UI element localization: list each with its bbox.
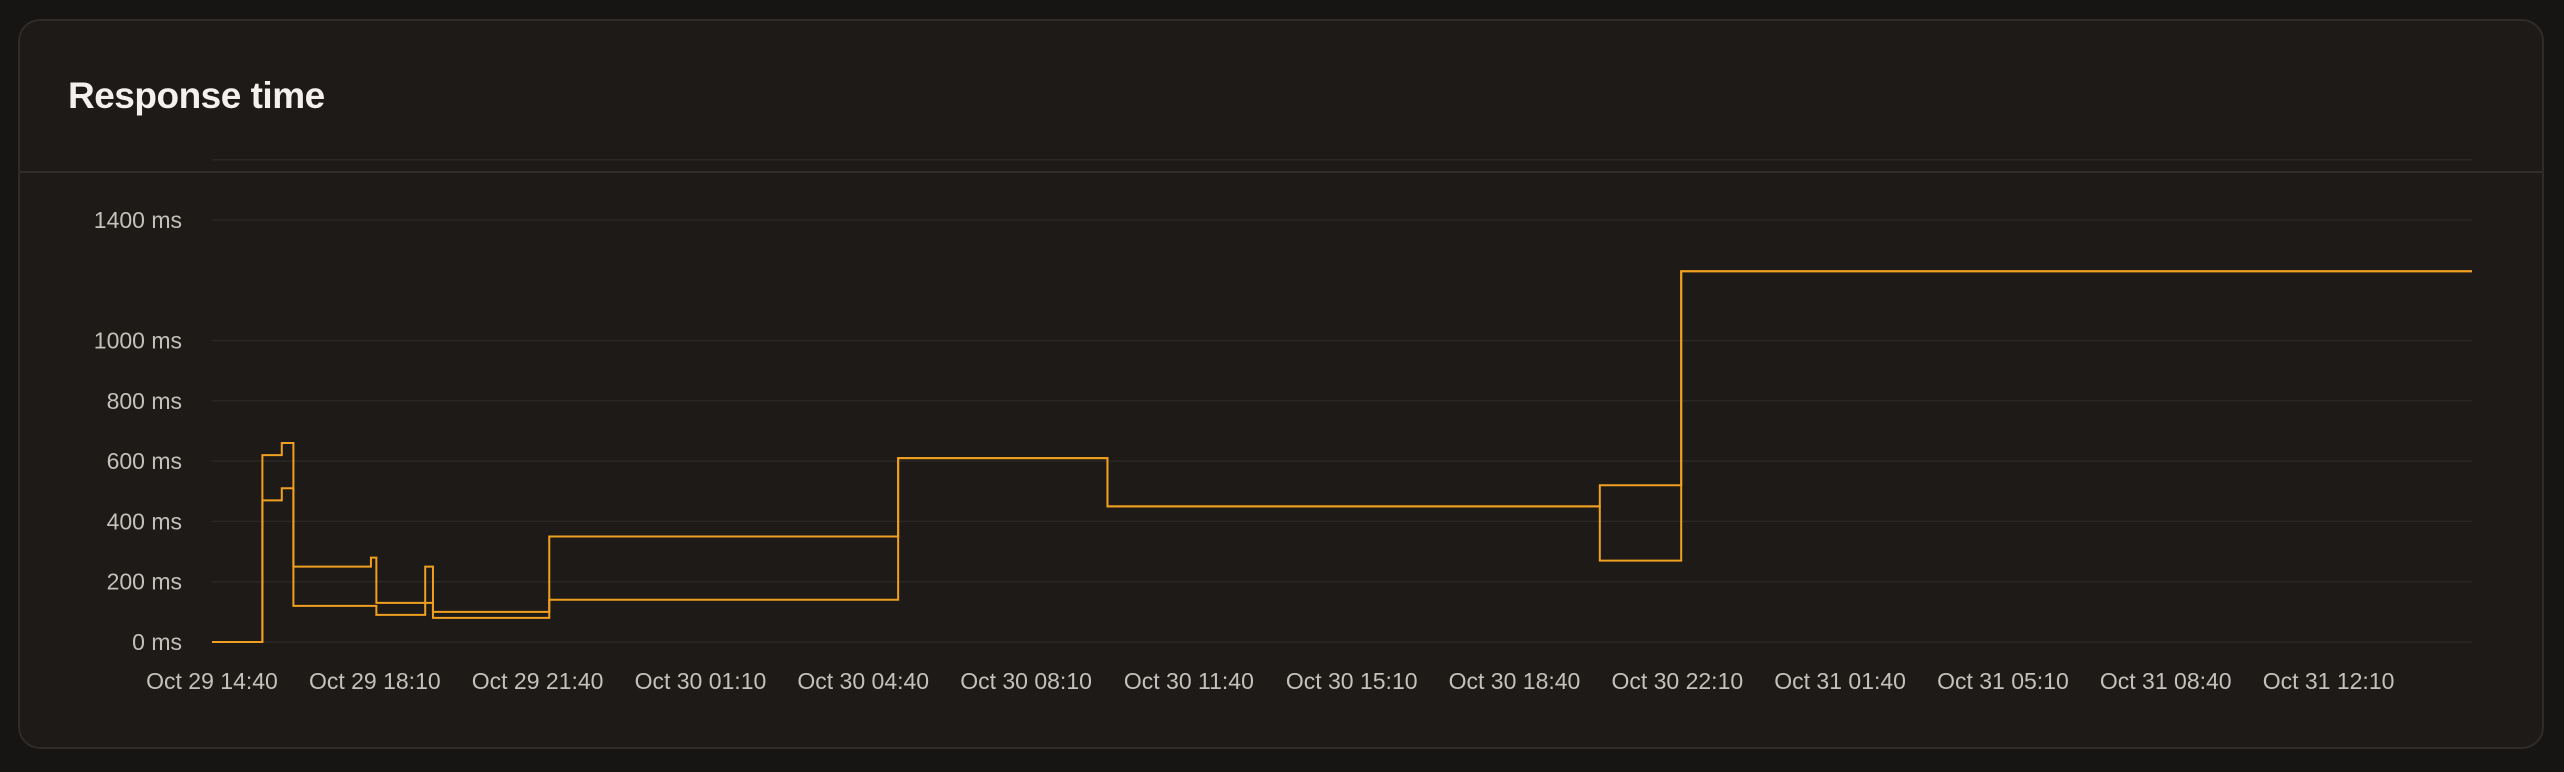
y-tick-label: 1000 ms xyxy=(94,328,182,354)
x-tick-label: Oct 31 01:40 xyxy=(1774,668,1906,694)
x-tick-label: Oct 30 18:40 xyxy=(1449,668,1581,694)
x-tick-label: Oct 31 12:10 xyxy=(2263,668,2395,694)
x-tick-label: Oct 30 22:10 xyxy=(1611,668,1743,694)
panel-header: Response time xyxy=(20,21,2542,173)
response-time-panel: Response time 0 ms 200 ms 400 ms 600 ms 800 … xyxy=(18,19,2544,749)
x-tick-label: Oct 31 08:40 xyxy=(2100,668,2232,694)
y-tick-label: 400 ms xyxy=(107,508,182,534)
x-tick-label: Oct 30 08:10 xyxy=(960,668,1092,694)
x-tick-label: Oct 30 01:10 xyxy=(635,668,767,694)
y-tick-label: 0 ms xyxy=(132,629,182,655)
x-tick-label: Oct 30 11:40 xyxy=(1124,668,1254,694)
x-tick-label: Oct 29 18:10 xyxy=(309,668,441,694)
x-tick-label: Oct 30 04:40 xyxy=(797,668,929,694)
y-tick-label: 1400 ms xyxy=(94,207,182,233)
x-tick-label: Oct 30 15:10 xyxy=(1286,668,1418,694)
x-tick-label: Oct 29 14:40 xyxy=(146,668,278,694)
panel-title: Response time xyxy=(68,75,325,116)
x-tick-label: Oct 29 21:40 xyxy=(472,668,604,694)
y-tick-label: 800 ms xyxy=(107,388,182,414)
response-time-chart[interactable]: 0 ms 200 ms 400 ms 600 ms 800 ms 1000 ms 1400 … xyxy=(20,21,2544,749)
y-tick-label: 600 ms xyxy=(107,448,182,474)
x-tick-label: Oct 31 05:10 xyxy=(1937,668,2069,694)
series-line-1[interactable] xyxy=(212,270,2472,643)
series-line-2[interactable] xyxy=(212,270,2472,643)
y-tick-label: 200 ms xyxy=(107,569,182,595)
